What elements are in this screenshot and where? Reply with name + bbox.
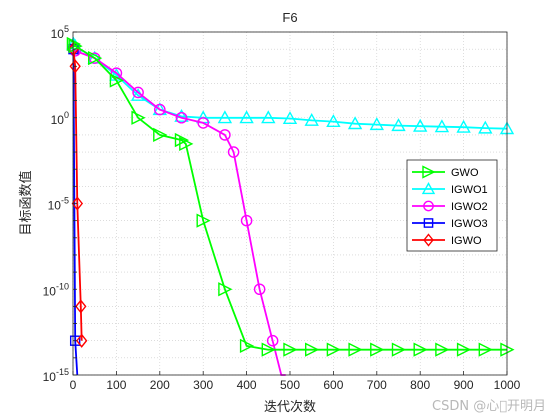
data-point (478, 342, 493, 357)
data-point (239, 338, 255, 353)
legend-marker (423, 200, 434, 212)
x-tick-label: 700 (367, 378, 387, 392)
data-point (326, 342, 341, 357)
data-point (261, 342, 276, 357)
legend-marker (423, 218, 434, 228)
x-tick-label: 400 (237, 378, 257, 392)
data-point (71, 196, 84, 211)
data-point (326, 114, 341, 128)
data-point (478, 120, 493, 134)
x-tick-label: 100 (106, 378, 126, 392)
legend-marker (421, 182, 436, 195)
legend-marker (422, 165, 436, 179)
data-point (347, 116, 363, 130)
data-point (197, 117, 209, 129)
data-point (456, 342, 472, 357)
x-tick-label: 600 (323, 378, 343, 392)
data-point (69, 335, 81, 346)
data-point (456, 119, 471, 133)
data-point (261, 110, 276, 124)
data-point (266, 334, 279, 347)
watermark: CSDN @心 开明月 (432, 399, 546, 414)
series-line (72, 43, 508, 130)
data-point (305, 342, 320, 357)
y-tick-label: 105 (51, 24, 69, 41)
series-line (72, 48, 286, 376)
series-gwo (66, 36, 515, 357)
data-point (413, 342, 428, 357)
data-point (69, 59, 81, 74)
data-point (109, 73, 124, 88)
data-point (219, 129, 231, 141)
data-point (282, 111, 298, 125)
data-point (75, 333, 88, 348)
y-tick-label: 10-10 (43, 281, 69, 298)
data-point (132, 86, 144, 99)
data-point (175, 111, 188, 124)
data-point (174, 132, 190, 148)
data-point (253, 283, 266, 296)
chart-title: F6 (282, 10, 297, 25)
data-point (434, 119, 450, 133)
legend-label: IGWO (451, 235, 482, 247)
y-tick-label: 10-15 (43, 367, 69, 384)
data-point (218, 282, 233, 297)
x-tick-label: 0 (70, 378, 77, 392)
y-tick-label: 100 (51, 110, 69, 127)
y-axis-title: 目标函数值 (18, 170, 34, 235)
x-tick-label: 900 (454, 378, 474, 392)
data-point (66, 36, 81, 52)
data-point (413, 118, 428, 132)
data-point (435, 342, 450, 357)
data-point (153, 103, 166, 116)
x-tick-label: 800 (410, 378, 430, 392)
data-point (369, 117, 384, 131)
legend: GWO IGWO1 IGWO2 IGWO3 IGWO (406, 159, 498, 252)
data-point (131, 110, 146, 125)
data-point (75, 299, 87, 314)
x-tick-label: 300 (193, 378, 213, 392)
data-point (227, 146, 240, 158)
data-point (348, 342, 363, 357)
data-point (391, 342, 407, 357)
series-layer (66, 36, 515, 376)
x-tick-label: 200 (150, 378, 170, 392)
legend-label: IGWO1 (451, 184, 488, 196)
data-point (240, 214, 253, 227)
data-point (217, 110, 233, 124)
legend-label: GWO (451, 167, 479, 179)
data-point (153, 127, 168, 143)
x-tick-label: 1000 (494, 378, 521, 392)
data-point (283, 342, 298, 357)
x-axis-title: 迭代次数 (264, 399, 316, 415)
data-point (110, 67, 123, 79)
x-tick-label: 500 (280, 378, 300, 392)
data-point (391, 118, 406, 132)
data-point (87, 50, 103, 66)
legend-label: IGWO2 (451, 201, 488, 213)
legend-label: IGWO3 (451, 218, 488, 230)
data-point (304, 112, 319, 126)
y-tick-label: 10-5 (48, 196, 69, 213)
data-point (370, 342, 385, 357)
legend-marker (423, 233, 434, 247)
ticks: 0 100 200 300 400 500 600 700 800 900 1000 105 100 10… (43, 24, 521, 392)
data-point (179, 136, 194, 151)
data-point (239, 110, 254, 124)
data-point (196, 213, 211, 228)
